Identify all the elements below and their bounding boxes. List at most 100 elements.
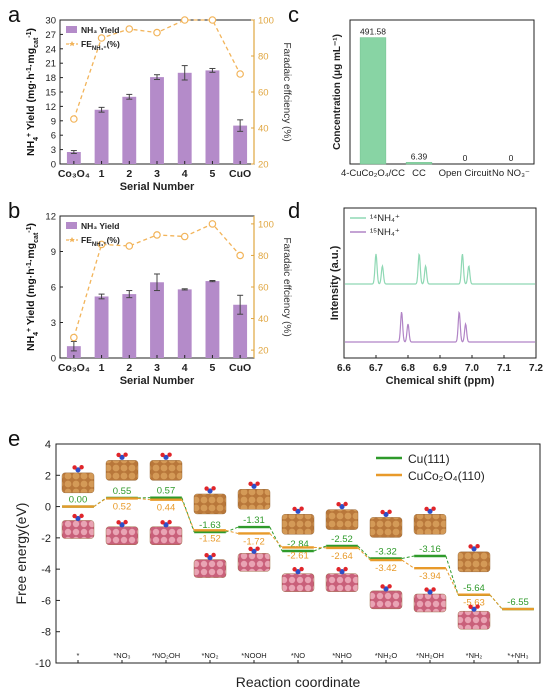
y-tick-label: 15: [45, 88, 56, 99]
legend-star-fe: [69, 237, 75, 243]
energy-value-label: -3.94: [419, 571, 441, 582]
plot-frame: [349, 19, 535, 165]
label-part: NH₄⁺: [92, 45, 107, 52]
label-part: -1: [26, 262, 33, 268]
y-axis-label: Concentration (μg mL⁻¹): [332, 34, 343, 150]
label-part: NH: [25, 141, 37, 156]
adsorbate-molecule-icon: [468, 604, 473, 609]
y-tick-label: 9: [51, 247, 56, 258]
y2-tick-label: 40: [258, 124, 269, 135]
y-tick-label: 18: [45, 73, 56, 84]
copper-slab-icon: [237, 489, 271, 510]
x-tick-label: 7.1: [497, 363, 511, 374]
cuco2o4-slab-icon: [325, 573, 359, 592]
copper-slab-icon: [105, 460, 139, 481]
adsorbate-molecule-icon: [251, 548, 257, 554]
panel-label-b: b: [8, 198, 20, 223]
fe-point: [208, 16, 217, 24]
y-tick-label: -10: [35, 658, 51, 670]
x-tick-label: CC: [412, 168, 426, 179]
x-tick-label: CuO: [229, 168, 251, 180]
adsorbate-molecule-icon: [427, 589, 433, 595]
cuco2o4-slab-icon: [413, 593, 447, 613]
adsorbate-molecule-icon: [431, 506, 436, 511]
x-tick-label: CuO: [229, 362, 251, 374]
y-axis-label: Intensity (a.u.): [329, 245, 341, 320]
cuco2o4-slab-icon: [193, 559, 227, 578]
adsorbate-molecule-icon: [123, 519, 128, 525]
legend-label-yield: NH₃ Yield: [81, 25, 119, 35]
adsorbate-molecule-icon: [336, 502, 341, 507]
y-tick-label: 24: [45, 44, 56, 55]
label-part: ): [25, 223, 37, 227]
bar: [150, 282, 164, 358]
x-tick-label: 7.0: [465, 363, 479, 374]
adsorbate-molecule-icon: [75, 515, 81, 522]
x-tick-label: 6.6: [337, 363, 351, 374]
energy-value-label: 0.00: [69, 495, 88, 506]
adsorbate-molecule-icon: [299, 566, 304, 572]
bar: [122, 294, 137, 358]
x-tick-label: Co₃O₄: [58, 362, 90, 374]
adsorbate-molecule-icon: [427, 508, 433, 514]
adsorbate-molecule-icon: [119, 522, 125, 528]
fe-point: [180, 16, 189, 24]
x-tick-label: 4: [182, 168, 188, 180]
label-part: Yield (mg·h: [25, 268, 37, 328]
label-part: -1: [26, 226, 33, 232]
energy-connector: [357, 547, 371, 561]
y-tick-label: 0: [51, 354, 56, 365]
fe-point: [236, 251, 244, 260]
label-part: (%): [107, 39, 120, 49]
label-part: 4: [33, 332, 40, 336]
y-tick-label: 30: [45, 16, 56, 27]
x-tick-label: *NO₂: [201, 651, 218, 660]
bar: [94, 296, 109, 358]
label-part: 4: [33, 137, 40, 141]
copper-slab-icon: [149, 460, 183, 481]
y2-axis-label: Faradaic effciency (%): [281, 237, 292, 336]
adsorbate-molecule-icon: [251, 483, 257, 489]
bar: [405, 162, 433, 165]
energy-connector: [181, 499, 195, 531]
y-tick-label: 3: [51, 318, 56, 329]
panel-label-e: e: [8, 426, 20, 451]
x-axis-label: Reaction coordinate: [236, 674, 361, 690]
adsorbate-molecule-icon: [380, 509, 385, 515]
fe-point: [180, 232, 189, 241]
x-tick-label: 1: [99, 362, 105, 374]
x-axis-label: Serial Number: [120, 181, 195, 193]
y-tick-label: 6: [51, 283, 56, 294]
adsorbate-molecule-icon: [248, 546, 253, 552]
energy-value-label: -6.55: [507, 597, 529, 608]
x-tick-label: *NO₃: [113, 651, 130, 660]
spectrum-line: [345, 310, 535, 343]
adsorbate-molecule-icon: [119, 454, 125, 460]
bar: [205, 70, 220, 164]
y-tick-label: -6: [41, 595, 51, 607]
data-label: 491.58: [360, 27, 386, 37]
bar: [150, 77, 164, 164]
adsorbate-molecule-icon: [295, 508, 301, 514]
x-tick-label: *NH₂O: [375, 651, 398, 660]
adsorbate-molecule-icon: [207, 488, 213, 494]
energy-value-label: -3.16: [419, 544, 441, 555]
bar: [177, 72, 192, 164]
energy-value-label: -3.32: [375, 547, 397, 558]
panel-d: 6.6 6.7 6.8 6.9 7.0 7.1 7.2 Chemical shift (ppm…: [329, 207, 543, 387]
adsorbate-molecule-icon: [204, 486, 209, 491]
adsorbate-molecule-icon: [72, 513, 77, 519]
adsorbate-molecule-icon: [160, 452, 165, 458]
copper-slab-icon: [413, 514, 447, 535]
x-tick-label: *+NH₃: [507, 651, 528, 660]
legend-label-fe: FENH₄⁺(%): [81, 39, 120, 52]
bar: [122, 96, 137, 164]
energy-connector: [489, 594, 503, 610]
legend-label: CuCo₂O₄(110): [408, 469, 485, 483]
adsorbate-molecule-icon: [471, 606, 477, 612]
y2-tick-label: 20: [258, 160, 269, 171]
energy-connector: [445, 567, 459, 595]
y-axis-label: NH4+ Yield (mg·h-1·mgcat-1): [25, 28, 40, 156]
adsorbate-molecule-icon: [116, 520, 121, 525]
